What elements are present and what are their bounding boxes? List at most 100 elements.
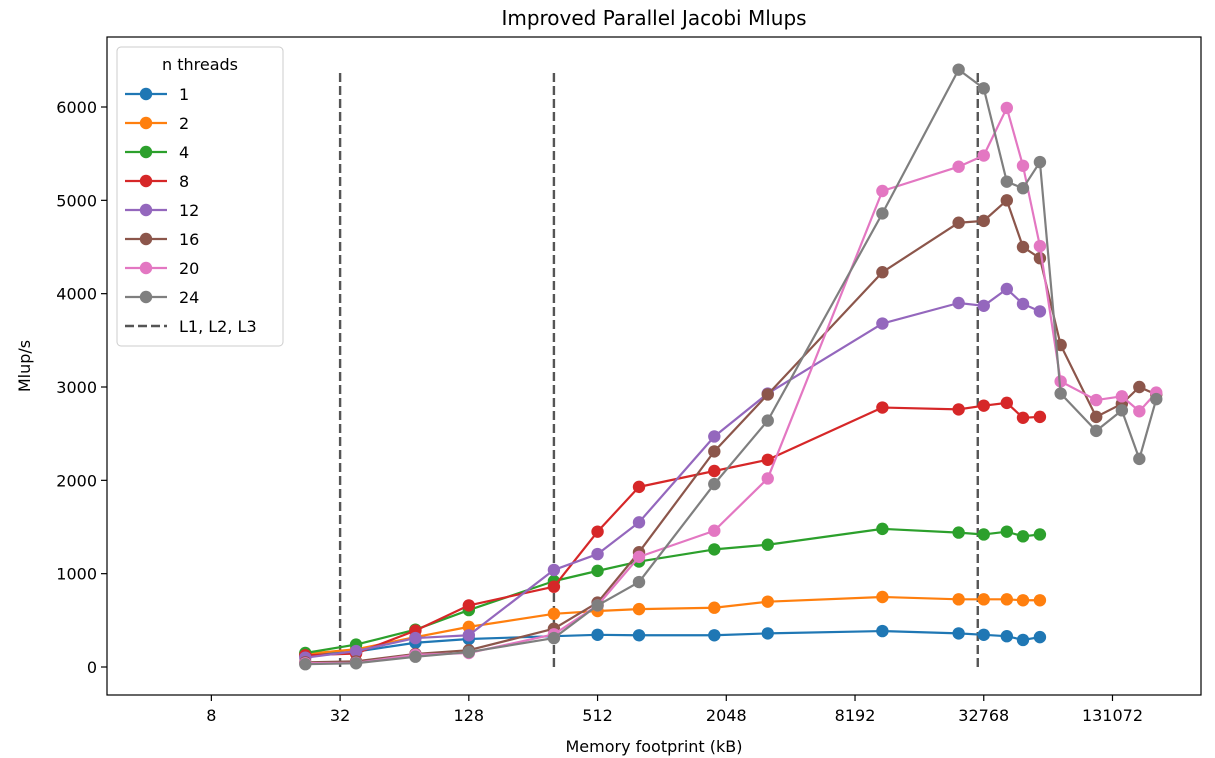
legend-title: n threads	[162, 55, 238, 74]
legend-label-12: 12	[179, 201, 199, 220]
x-axis-label: Memory footprint (kB)	[565, 737, 742, 756]
data-point-1-12	[1000, 630, 1014, 643]
series-24	[299, 63, 1163, 671]
data-point-12-2	[409, 631, 422, 645]
data-point-12-7	[708, 430, 721, 443]
data-point-12-9	[876, 317, 889, 330]
data-point-8-10	[952, 403, 965, 416]
data-point-24-1	[349, 657, 363, 670]
data-point-2-6	[632, 602, 646, 616]
data-point-8-7	[708, 464, 721, 478]
legend-box	[116, 46, 284, 347]
series-16	[299, 194, 1163, 669]
series-12	[299, 282, 1047, 664]
data-point-20-16	[1090, 393, 1103, 407]
data-point-16-9	[876, 266, 889, 279]
data-point-1-6	[632, 629, 646, 642]
y-tick-label-6: 6000	[56, 98, 97, 117]
data-point-12-5	[591, 547, 604, 561]
data-point-1-8	[761, 627, 774, 640]
data-point-2-8	[761, 595, 774, 608]
y-tick-label-5: 5000	[56, 191, 97, 210]
y-tick-label-4: 4000	[56, 285, 97, 304]
data-point-1-7	[708, 629, 721, 642]
data-point-8-13	[1016, 411, 1030, 424]
data-point-8-9	[876, 401, 889, 414]
data-point-8-8	[761, 453, 774, 466]
data-point-24-0	[299, 658, 312, 671]
y-tick-label-2: 2000	[56, 471, 97, 490]
legend-swatch-marker-12	[139, 203, 153, 217]
x-tick-label-7: 131072	[1082, 706, 1143, 725]
legend-label-16: 16	[179, 230, 199, 249]
data-point-20-13	[1016, 159, 1030, 172]
legend-label-8: 8	[179, 172, 189, 191]
data-point-16-13	[1016, 240, 1030, 254]
axes-frame	[106, 36, 1202, 696]
data-point-4-10	[952, 526, 965, 539]
data-point-20-9	[876, 184, 889, 198]
x-tick-label-4: 2048	[706, 706, 747, 725]
data-point-4-12	[1000, 525, 1014, 538]
legend-label-1: 1	[179, 85, 189, 104]
data-point-24-5	[591, 599, 604, 612]
data-point-4-9	[876, 522, 889, 536]
data-point-4-8	[761, 538, 774, 551]
data-point-8-5	[591, 525, 604, 538]
legend-swatch-marker-8	[139, 174, 153, 188]
legend-label-reference: L1, L2, L3	[179, 317, 257, 336]
data-point-2-7	[708, 601, 721, 614]
data-point-24-13	[1016, 182, 1030, 195]
x-tick-label-0: 8	[206, 706, 216, 725]
series-8	[299, 396, 1047, 662]
data-point-1-9	[876, 624, 889, 638]
data-point-24-2	[409, 650, 422, 663]
data-point-4-7	[708, 543, 721, 556]
data-point-16-7	[708, 445, 721, 458]
data-point-16-11	[977, 214, 990, 228]
data-point-12-6	[632, 516, 646, 529]
data-point-24-15	[1054, 387, 1067, 400]
data-point-20-18	[1133, 405, 1146, 418]
data-point-16-16	[1090, 410, 1103, 424]
data-point-24-16	[1090, 424, 1103, 438]
data-point-12-4	[547, 563, 561, 577]
data-point-2-4	[547, 607, 561, 620]
data-point-24-12	[1000, 175, 1014, 188]
data-point-24-4	[547, 631, 561, 645]
data-point-20-12	[1000, 101, 1014, 115]
data-point-1-5	[591, 628, 604, 641]
legend-swatch-marker-2	[139, 116, 153, 130]
data-point-8-12	[1000, 396, 1014, 410]
series-line-16	[305, 199, 1157, 664]
legend-label-2: 2	[179, 114, 189, 133]
data-point-24-10	[952, 63, 965, 76]
data-point-1-11	[977, 628, 990, 641]
y-axis-label: Mlup/s	[15, 340, 34, 392]
data-point-20-6	[632, 550, 646, 564]
data-point-24-8	[761, 414, 774, 427]
data-point-1-10	[952, 627, 965, 640]
data-point-4-13	[1016, 530, 1030, 543]
data-point-20-10	[952, 160, 965, 173]
data-point-20-7	[708, 524, 721, 537]
legend-swatch-marker-4	[139, 145, 153, 159]
data-point-20-14	[1033, 239, 1047, 253]
data-point-12-12	[1000, 282, 1014, 296]
data-point-12-10	[952, 296, 965, 310]
y-tick-label-1: 1000	[56, 565, 97, 584]
x-tick-label-6: 32768	[958, 706, 1009, 725]
data-point-24-14	[1033, 155, 1047, 169]
series-20	[299, 101, 1163, 670]
data-point-16-12	[1000, 194, 1014, 207]
series-line-20	[305, 106, 1158, 665]
data-point-16-18	[1133, 380, 1146, 394]
data-point-20-8	[761, 472, 774, 485]
data-point-2-12	[1000, 593, 1014, 606]
legend-swatch-marker-24	[139, 290, 153, 304]
data-point-8-6	[632, 480, 646, 494]
data-point-2-10	[952, 593, 965, 606]
data-point-24-3	[462, 645, 476, 659]
data-point-16-14	[1033, 252, 1047, 265]
